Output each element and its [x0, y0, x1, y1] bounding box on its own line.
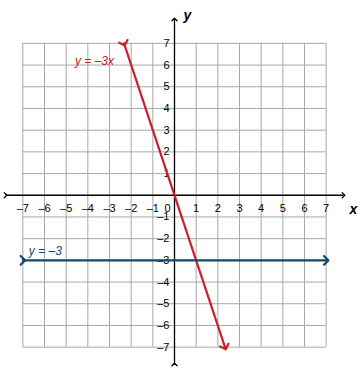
svg-text:1: 1: [163, 167, 170, 180]
svg-text:–2: –2: [157, 232, 169, 244]
svg-text:–3: –3: [103, 202, 115, 214]
svg-text:5: 5: [280, 202, 286, 214]
svg-text:–5: –5: [60, 202, 72, 214]
svg-text:4: 4: [258, 202, 264, 214]
svg-text:–4: –4: [82, 202, 94, 214]
svg-text:y = –3: y = –3: [28, 244, 62, 258]
svg-text:1: 1: [193, 202, 199, 214]
svg-text:–1: –1: [146, 201, 159, 214]
svg-text:–5: –5: [157, 297, 169, 309]
svg-text:–7: –7: [157, 341, 169, 353]
svg-text:0: 0: [164, 201, 171, 214]
svg-text:x: x: [349, 201, 359, 217]
svg-text:y = –3x: y = –3x: [74, 54, 115, 68]
svg-text:6: 6: [301, 202, 307, 214]
svg-text:–6: –6: [38, 202, 50, 214]
svg-text:–4: –4: [157, 276, 169, 288]
svg-text:7: 7: [323, 202, 329, 214]
svg-text:–3: –3: [157, 253, 170, 266]
svg-text:y: y: [183, 7, 193, 23]
svg-text:2: 2: [215, 202, 221, 214]
svg-text:7: 7: [163, 37, 169, 49]
svg-text:–1: –1: [157, 210, 169, 222]
svg-text:2: 2: [163, 145, 169, 157]
svg-text:6: 6: [163, 59, 169, 71]
svg-text:–2: –2: [125, 202, 137, 214]
svg-text:–7: –7: [17, 202, 29, 214]
svg-text:3: 3: [236, 202, 242, 214]
svg-text:5: 5: [163, 80, 169, 92]
svg-text:3: 3: [163, 124, 169, 136]
svg-text:–6: –6: [157, 319, 169, 331]
svg-text:4: 4: [163, 102, 169, 114]
